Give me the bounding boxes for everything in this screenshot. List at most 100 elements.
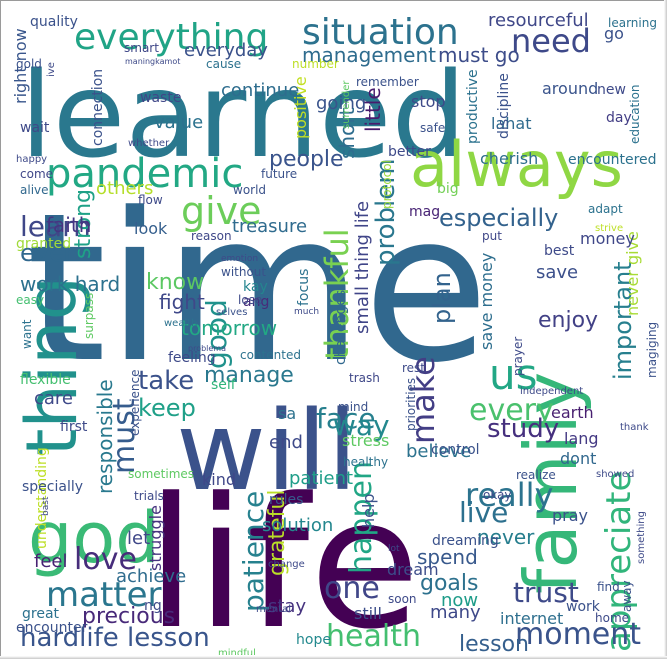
word-protocol: protocol [380,160,394,209]
word-showed: showed [596,469,634,480]
word-find: find [597,580,620,594]
word-important: important [609,261,637,380]
word-something: something [636,511,647,564]
word-feel: feel [34,551,68,572]
word-one: one [324,571,380,606]
word-granted: granted [16,236,71,252]
word-people: people [269,147,344,172]
word-cherish: cherish [480,149,538,168]
word-new: new [597,82,626,98]
word-everything: everything [74,17,268,58]
word-remember: remember [356,75,419,89]
word-face: face [316,402,376,435]
word-future: future [261,167,297,181]
word-right-now: right now [11,28,30,104]
word-going: going [316,93,366,114]
word-number: number [292,57,339,71]
word-moment: moment [515,617,641,652]
word-put: put [482,229,502,243]
word-problema: problema [188,344,226,353]
word-contented: contented [240,348,301,362]
word-emotion: emotion [221,254,258,264]
word-stay: stay [268,596,306,617]
word-must: must [107,398,142,474]
word-kay: kay [243,279,268,295]
word-dont: dont [560,449,596,468]
word-trials: trials [134,489,164,503]
word-ang: ang [243,294,269,310]
word-change: change [268,559,305,570]
word-discipline: discipline [496,73,512,139]
word-mind: mind [338,400,368,414]
word-much: much [294,307,319,317]
word-away: away [620,580,634,612]
word-great: great [22,606,60,622]
word-strive: strive [595,223,623,234]
word-patient: patient [289,468,353,489]
word-take: take [138,366,194,396]
word-situation: situation [302,12,459,53]
word-prayer: prayer [511,337,525,376]
word-always: always [410,128,623,201]
word-still: still [354,604,382,623]
word-ng: ng [144,598,162,614]
word-know: know [146,270,204,295]
word-bast: bast [41,496,51,516]
word-health: health [326,619,421,654]
word-mag: mag [409,204,440,220]
word-education: education [628,84,642,144]
word-reason: reason [191,229,232,243]
word-time: time [26,170,489,408]
word-go: go [604,24,624,43]
word-work: work [566,599,601,615]
word-maningkamot: maningkamot [125,57,180,66]
word-without: without [221,265,266,279]
word-problem: problem [371,158,401,266]
word-us: us [489,350,538,399]
word-strong: strong [71,189,96,259]
word-understanding: understanding [34,447,50,549]
word-let: let [127,528,150,549]
frame-shadow-right [664,0,667,659]
word-dream: dream [387,560,439,579]
word-goals: goals [420,571,478,596]
word-lahat: lahat [491,114,531,133]
word-family: family [509,372,593,594]
word-must-go: must go [438,43,520,67]
word-save: save [536,262,578,283]
word-sometimes: sometimes [128,467,194,481]
word-realize: realize [516,468,556,482]
word-believe: believe [406,441,471,462]
word-surpass: surpass [82,293,96,339]
word-money: money [580,229,635,248]
word-trust: trust [513,576,579,609]
word-thank: thank [620,422,649,433]
word-quality: quality [30,14,78,30]
word-whether: whether [128,138,170,149]
word-mental: mental [256,604,291,615]
word-everyday: everyday [184,40,268,61]
word-feeling: feeling [168,350,216,366]
word-best: best [544,243,575,259]
word-experience: experience [128,369,142,436]
word-way: way [333,409,390,442]
word-learned: learned [20,46,466,184]
word-really: really [465,476,553,514]
word-priorities: priorities [404,378,418,431]
word-mindful: mindful [218,648,256,655]
word-easy: easy [16,293,44,307]
word-faith: faith [46,213,91,237]
frame-shadow-bottom [0,656,667,659]
word-control: control [431,442,480,458]
word-keep: keep [138,394,196,422]
word-stop: stop [411,92,446,111]
word-gold: gold [16,57,42,71]
word-day: day [606,110,632,126]
word-many: many [430,602,481,623]
word-plan: plan [428,272,456,324]
word-continue: continue [221,80,299,101]
word-resourceful: resourceful [488,10,589,31]
word-tomorrow: tomorrow [181,316,277,340]
word-wealth: wealth [164,318,198,329]
word-live: live [459,496,508,529]
